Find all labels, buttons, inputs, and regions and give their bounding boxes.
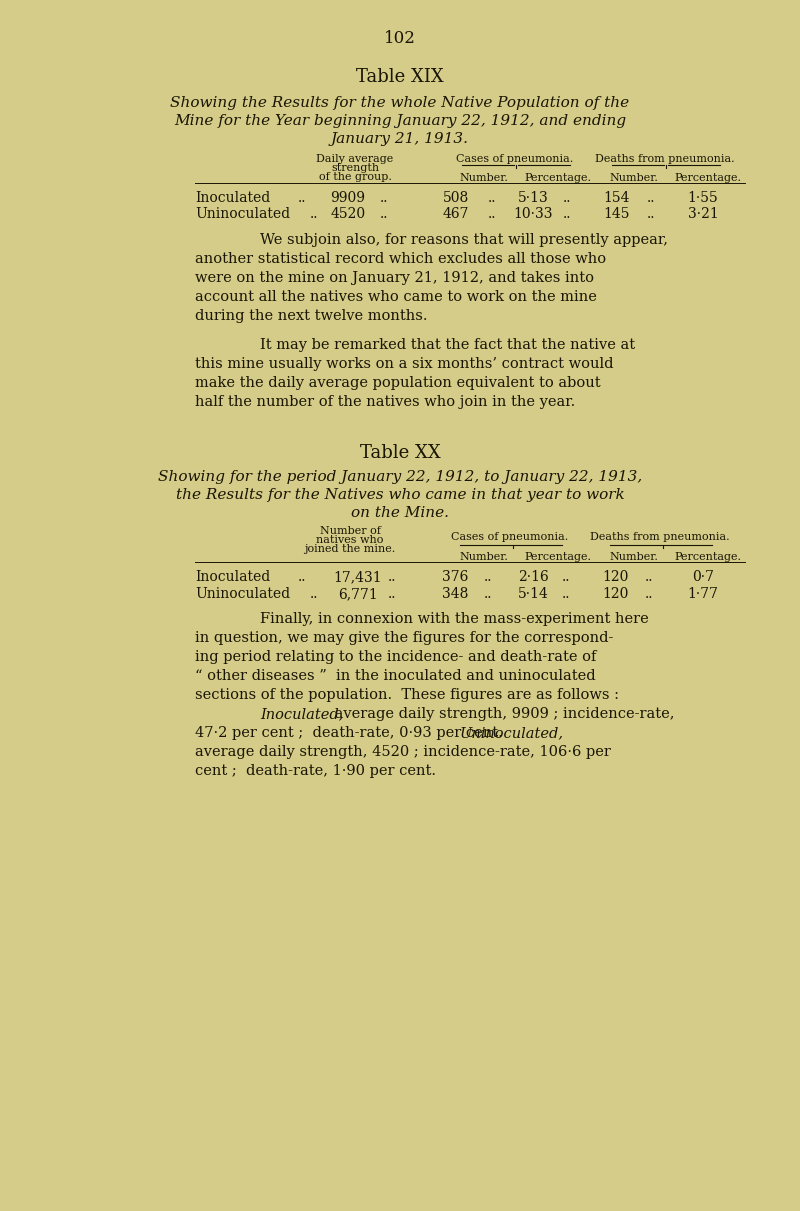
- Text: ..: ..: [388, 570, 397, 584]
- Text: Number.: Number.: [610, 173, 658, 183]
- Text: ..: ..: [310, 587, 318, 601]
- Text: Finally, in connexion with the mass-experiment here: Finally, in connexion with the mass-expe…: [260, 612, 649, 626]
- Text: ..: ..: [388, 587, 397, 601]
- Text: ..: ..: [484, 587, 493, 601]
- Text: ..: ..: [298, 570, 306, 584]
- Text: ..: ..: [647, 191, 655, 205]
- Text: 3·21: 3·21: [688, 207, 718, 220]
- Text: ..: ..: [488, 207, 497, 220]
- Text: Inoculated: Inoculated: [195, 191, 270, 205]
- Text: Inoculated,: Inoculated,: [260, 707, 343, 721]
- Text: Showing for the period January 22, 1912, to January 22, 1913,: Showing for the period January 22, 1912,…: [158, 470, 642, 484]
- Text: ..: ..: [563, 207, 571, 220]
- Text: Number.: Number.: [459, 173, 509, 183]
- Text: ..: ..: [647, 207, 655, 220]
- Text: of the group.: of the group.: [318, 172, 391, 182]
- Text: ..: ..: [562, 570, 570, 584]
- Text: ing period relating to the incidence- and death-rate of: ing period relating to the incidence- an…: [195, 650, 596, 664]
- Text: 348: 348: [442, 587, 468, 601]
- Text: Uninoculated,: Uninoculated,: [460, 727, 564, 740]
- Text: 1·77: 1·77: [687, 587, 718, 601]
- Text: Table XX: Table XX: [360, 444, 440, 463]
- Text: 47·2 per cent ;  death-rate, 0·93 per cent.: 47·2 per cent ; death-rate, 0·93 per cen…: [195, 727, 512, 740]
- Text: 1·55: 1·55: [688, 191, 718, 205]
- Text: Percentage.: Percentage.: [674, 552, 742, 562]
- Text: 5·13: 5·13: [518, 191, 548, 205]
- Text: ..: ..: [484, 570, 493, 584]
- Text: Table XIX: Table XIX: [356, 68, 444, 86]
- Text: 145: 145: [604, 207, 630, 220]
- Text: 120: 120: [603, 587, 629, 601]
- Text: 10·33: 10·33: [514, 207, 553, 220]
- Text: in question, we may give the figures for the correspond-: in question, we may give the figures for…: [195, 631, 614, 645]
- Text: another statistical record which excludes all those who: another statistical record which exclude…: [195, 252, 606, 266]
- Text: strength: strength: [331, 163, 379, 173]
- Text: were on the mine on January 21, 1912, and takes into: were on the mine on January 21, 1912, an…: [195, 271, 594, 285]
- Text: ..: ..: [380, 191, 389, 205]
- Text: ..: ..: [488, 191, 497, 205]
- Text: Number.: Number.: [610, 552, 658, 562]
- Text: half the number of the natives who join in the year.: half the number of the natives who join …: [195, 395, 575, 409]
- Text: ..: ..: [298, 191, 306, 205]
- Text: January 21, 1913.: January 21, 1913.: [331, 132, 469, 147]
- Text: 9909: 9909: [330, 191, 366, 205]
- Text: ..: ..: [562, 587, 570, 601]
- Text: account all the natives who came to work on the mine: account all the natives who came to work…: [195, 289, 597, 304]
- Text: average daily strength, 9909 ; incidence-rate,: average daily strength, 9909 ; incidence…: [330, 707, 674, 721]
- Text: Deaths from pneumonia.: Deaths from pneumonia.: [590, 532, 730, 543]
- Text: Number of: Number of: [319, 526, 381, 536]
- Text: Uninoculated: Uninoculated: [195, 587, 290, 601]
- Text: Showing the Results for the whole Native Population of the: Showing the Results for the whole Native…: [170, 96, 630, 110]
- Text: Daily average: Daily average: [316, 154, 394, 163]
- Text: 4520: 4520: [330, 207, 366, 220]
- Text: ..: ..: [310, 207, 318, 220]
- Text: 376: 376: [442, 570, 468, 584]
- Text: Percentage.: Percentage.: [525, 552, 591, 562]
- Text: Deaths from pneumonia.: Deaths from pneumonia.: [595, 154, 735, 163]
- Text: Uninoculated: Uninoculated: [195, 207, 290, 220]
- Text: 467: 467: [442, 207, 470, 220]
- Text: 0·7: 0·7: [692, 570, 714, 584]
- Text: ..: ..: [380, 207, 389, 220]
- Text: 2·16: 2·16: [518, 570, 548, 584]
- Text: 17,431: 17,431: [334, 570, 382, 584]
- Text: during the next twelve months.: during the next twelve months.: [195, 309, 427, 323]
- Text: natives who: natives who: [316, 535, 384, 545]
- Text: make the daily average population equivalent to about: make the daily average population equiva…: [195, 375, 601, 390]
- Text: joined the mine.: joined the mine.: [304, 544, 396, 553]
- Text: Percentage.: Percentage.: [525, 173, 591, 183]
- Text: 102: 102: [384, 30, 416, 47]
- Text: on the Mine.: on the Mine.: [351, 506, 449, 520]
- Text: 120: 120: [603, 570, 629, 584]
- Text: “ other diseases ”  in the inoculated and uninoculated: “ other diseases ” in the inoculated and…: [195, 668, 596, 683]
- Text: It may be remarked that the fact that the native at: It may be remarked that the fact that th…: [260, 338, 635, 352]
- Text: Percentage.: Percentage.: [674, 173, 742, 183]
- Text: 6,771: 6,771: [338, 587, 378, 601]
- Text: this mine usually works on a six months’ contract would: this mine usually works on a six months’…: [195, 357, 614, 371]
- Text: 5·14: 5·14: [518, 587, 549, 601]
- Text: ..: ..: [563, 191, 571, 205]
- Text: 508: 508: [443, 191, 469, 205]
- Text: Inoculated: Inoculated: [195, 570, 270, 584]
- Text: ..: ..: [645, 570, 654, 584]
- Text: ..: ..: [645, 587, 654, 601]
- Text: We subjoin also, for reasons that will presently appear,: We subjoin also, for reasons that will p…: [260, 233, 668, 247]
- Text: cent ;  death-rate, 1·90 per cent.: cent ; death-rate, 1·90 per cent.: [195, 764, 436, 777]
- Text: 154: 154: [604, 191, 630, 205]
- Text: the Results for the Natives who came in that year to work: the Results for the Natives who came in …: [176, 488, 624, 503]
- Text: sections of the population.  These figures are as follows :: sections of the population. These figure…: [195, 688, 619, 702]
- Text: Number.: Number.: [459, 552, 509, 562]
- Text: average daily strength, 4520 ; incidence-rate, 106·6 per: average daily strength, 4520 ; incidence…: [195, 745, 611, 759]
- Text: Cases of pneumonia.: Cases of pneumonia.: [451, 532, 569, 543]
- Text: Mine for the Year beginning January 22, 1912, and ending: Mine for the Year beginning January 22, …: [174, 114, 626, 128]
- Text: Cases of pneumonia.: Cases of pneumonia.: [456, 154, 574, 163]
